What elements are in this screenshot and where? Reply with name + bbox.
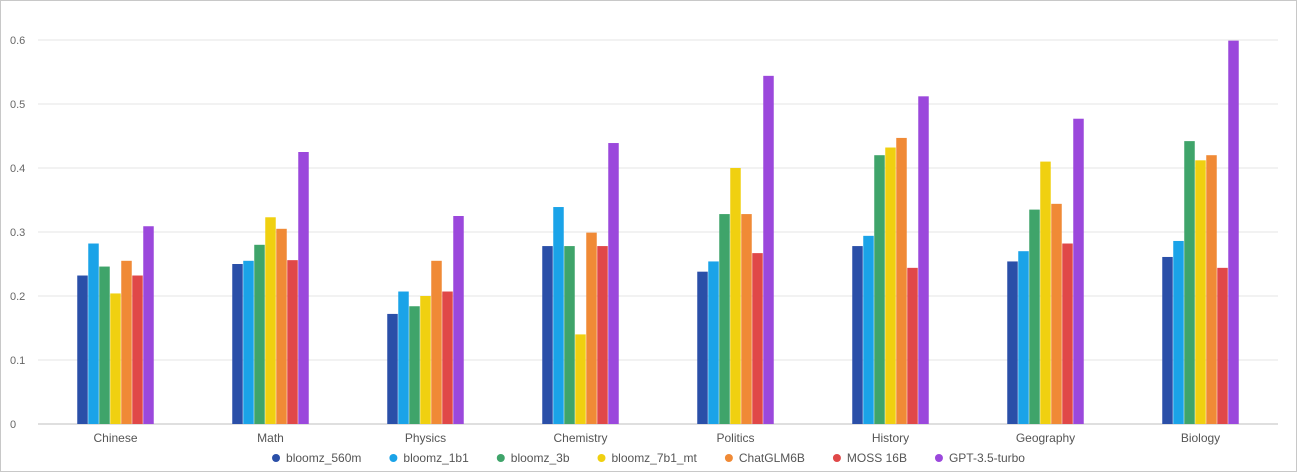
legend-marker-icon[interactable]: [272, 454, 281, 462]
bar-chatglm6b-politics: [741, 214, 752, 424]
bar-chatglm6b-biology: [1206, 155, 1217, 424]
bar-chatglm6b-chinese: [121, 260, 132, 424]
bar-bloomz-3b-physics: [409, 306, 420, 424]
bar-gpt-3-5-turbo-history: [918, 96, 929, 424]
bar-chatglm6b-geography: [1051, 203, 1062, 424]
y-tick-label: 0: [10, 419, 16, 431]
x-tick-label: Biology: [1181, 431, 1220, 445]
bar-moss-16b-math: [287, 260, 298, 424]
bar-bloomz-7b1-mt-history: [885, 147, 896, 424]
gridlines: [38, 39, 1278, 425]
x-tick-label: Geography: [1016, 431, 1075, 445]
y-tick-label: 0.2: [10, 291, 25, 303]
bar-gpt-3-5-turbo-politics: [763, 75, 774, 424]
legend-marker-icon[interactable]: [832, 454, 841, 462]
bar-bloomz-7b1-mt-geography: [1040, 161, 1051, 424]
y-axis-ticks: 0 0.1 0.2 0.3 0.4 0.5 0.6: [10, 35, 25, 431]
bar-gpt-3-5-turbo-chinese: [143, 226, 154, 424]
legend-label: GPT-3.5-turbo: [949, 451, 1025, 465]
bar-bloomz-7b1-mt-politics: [730, 168, 741, 424]
y-tick-label: 0.4: [10, 163, 25, 175]
bar-bloomz-560m-geography: [1007, 261, 1018, 424]
legend-marker-icon[interactable]: [724, 454, 733, 462]
bar-bloomz-560m-biology: [1162, 256, 1173, 424]
bar-gpt-3-5-turbo-physics: [453, 216, 464, 424]
bar-bloomz-1b1-chinese: [88, 243, 99, 424]
legend-marker-icon[interactable]: [597, 454, 606, 462]
bar-bloomz-1b1-geography: [1018, 251, 1029, 424]
x-axis-ticks: Chinese Math Physics Chemistry Politics Histo…: [93, 431, 1220, 445]
bar-gpt-3-5-turbo-chemistry: [608, 143, 619, 425]
bar-gpt-3-5-turbo-geography: [1073, 118, 1084, 424]
bar-moss-16b-biology: [1217, 267, 1228, 424]
bar-bloomz-560m-chemistry: [542, 246, 553, 424]
x-tick-label: Chinese: [93, 431, 137, 445]
legend-marker-icon[interactable]: [496, 454, 505, 462]
x-tick-label: Math: [257, 431, 284, 445]
legend-label: ChatGLM6B: [739, 451, 805, 465]
bar-moss-16b-physics: [442, 291, 453, 424]
bar-moss-16b-geography: [1062, 243, 1073, 424]
bar-gpt-3-5-turbo-math: [298, 152, 309, 424]
bar-bloomz-3b-biology: [1184, 141, 1195, 424]
bar-moss-16b-chemistry: [597, 246, 608, 424]
bar-bloomz-7b1-mt-math: [265, 217, 276, 424]
bar-bloomz-560m-politics: [697, 271, 708, 424]
bar-bloomz-560m-physics: [387, 313, 398, 424]
bar-chatglm6b-chemistry: [586, 232, 597, 424]
y-tick-label: 0.5: [10, 99, 25, 111]
legend-label: MOSS 16B: [847, 451, 907, 465]
y-tick-label: 0.3: [10, 227, 25, 239]
bar-moss-16b-history: [907, 267, 918, 424]
bar-bloomz-3b-math: [254, 244, 265, 424]
bar-bloomz-7b1-mt-chemistry: [575, 334, 586, 424]
x-tick-label: Physics: [405, 431, 446, 445]
y-tick-label: 0.1: [10, 355, 25, 367]
bar-bloomz-1b1-chemistry: [553, 207, 564, 424]
legend-label: bloomz_3b: [511, 451, 570, 465]
bar-bloomz-560m-chinese: [77, 275, 88, 424]
legend-marker-icon[interactable]: [934, 454, 943, 462]
bar-bloomz-560m-math: [232, 264, 243, 424]
bar-chatglm6b-physics: [431, 260, 442, 424]
x-tick-label: Chemistry: [553, 431, 607, 445]
bar-bloomz-3b-politics: [719, 214, 730, 424]
legend-label: bloomz_7b1_mt: [612, 451, 698, 465]
bar-bloomz-560m-history: [852, 246, 863, 424]
bar-moss-16b-politics: [752, 253, 763, 424]
bar-moss-16b-chinese: [132, 275, 143, 424]
x-tick-label: History: [872, 431, 909, 445]
bar-chatglm6b-history: [896, 137, 907, 425]
bar-bloomz-3b-geography: [1029, 209, 1040, 424]
bar-gpt-3-5-turbo-biology: [1228, 40, 1239, 424]
legend-marker-icon[interactable]: [389, 454, 398, 462]
bar-bloomz-7b1-mt-chinese: [110, 293, 121, 424]
bar-bloomz-1b1-biology: [1173, 240, 1184, 424]
bar-bloomz-1b1-math: [243, 260, 254, 424]
bar-bloomz-3b-chemistry: [564, 246, 575, 424]
bar-bloomz-1b1-politics: [708, 261, 719, 424]
bar-chatglm6b-math: [276, 228, 287, 424]
bar-bloomz-1b1-history: [863, 235, 874, 424]
bar-bloomz-1b1-physics: [398, 291, 409, 424]
bar-bloomz-3b-history: [874, 155, 885, 424]
bars: [77, 40, 1239, 425]
bar-bloomz-7b1-mt-physics: [420, 296, 431, 424]
bar-bloomz-3b-chinese: [99, 266, 110, 424]
legend-label: bloomz_560m: [286, 451, 361, 465]
legend[interactable]: bloomz_560m bloomz_1b1 bloomz_3b bloomz_7b1…: [272, 451, 1025, 465]
legend-label: bloomz_1b1: [403, 451, 469, 465]
x-tick-label: Politics: [716, 431, 754, 445]
y-tick-label: 0.6: [10, 35, 25, 47]
bar-bloomz-7b1-mt-biology: [1195, 160, 1206, 424]
